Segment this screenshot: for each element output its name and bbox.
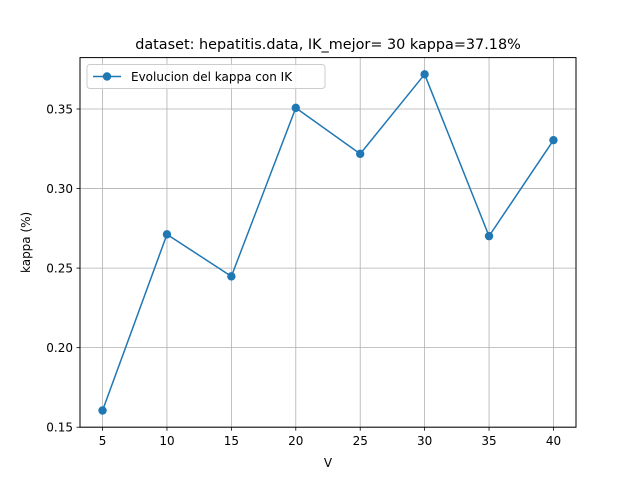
x-tick-label: 35 — [481, 434, 496, 448]
x-tick-label: 10 — [159, 434, 174, 448]
y-axis-label: kappa (%) — [19, 212, 33, 273]
x-tick-label: 40 — [546, 434, 561, 448]
y-tick-label: 0.25 — [46, 261, 73, 275]
series-line — [101, 73, 555, 411]
series-layer — [98, 70, 558, 415]
plot-area — [80, 57, 576, 428]
x-tick-label: 30 — [417, 434, 432, 448]
axis-ticks: 5 10 15 20 25 30 35 40 0.15 0.20 0.25 0.30 0.35 — [46, 102, 561, 448]
y-tick-label: 0.30 — [46, 182, 73, 196]
legend-marker-sample — [102, 72, 112, 81]
data-point — [227, 272, 236, 281]
legend: Evolucion del kappa con IK — [86, 64, 326, 89]
y-tick-label: 0.35 — [46, 102, 73, 116]
x-tick-label: 15 — [224, 434, 239, 448]
x-axis-label: V — [324, 456, 333, 470]
data-point — [162, 230, 172, 239]
data-point — [98, 406, 107, 415]
y-tick-label: 0.15 — [46, 421, 73, 435]
data-point — [420, 70, 429, 79]
legend-label: Evolucion del kappa con IK — [131, 70, 293, 84]
plot-frame — [79, 57, 577, 428]
data-point — [549, 135, 558, 145]
legend-box — [86, 64, 326, 89]
x-tick-label: 25 — [353, 434, 368, 448]
y-tick-label: 0.20 — [46, 341, 73, 355]
data-point — [484, 231, 494, 241]
data-point — [356, 149, 365, 159]
x-tick-label: 5 — [99, 434, 107, 448]
data-point — [291, 103, 300, 113]
x-tick-label: 20 — [288, 434, 303, 448]
chart-title: dataset: hepatitis.data, IK_mejor= 30 ka… — [135, 37, 521, 53]
